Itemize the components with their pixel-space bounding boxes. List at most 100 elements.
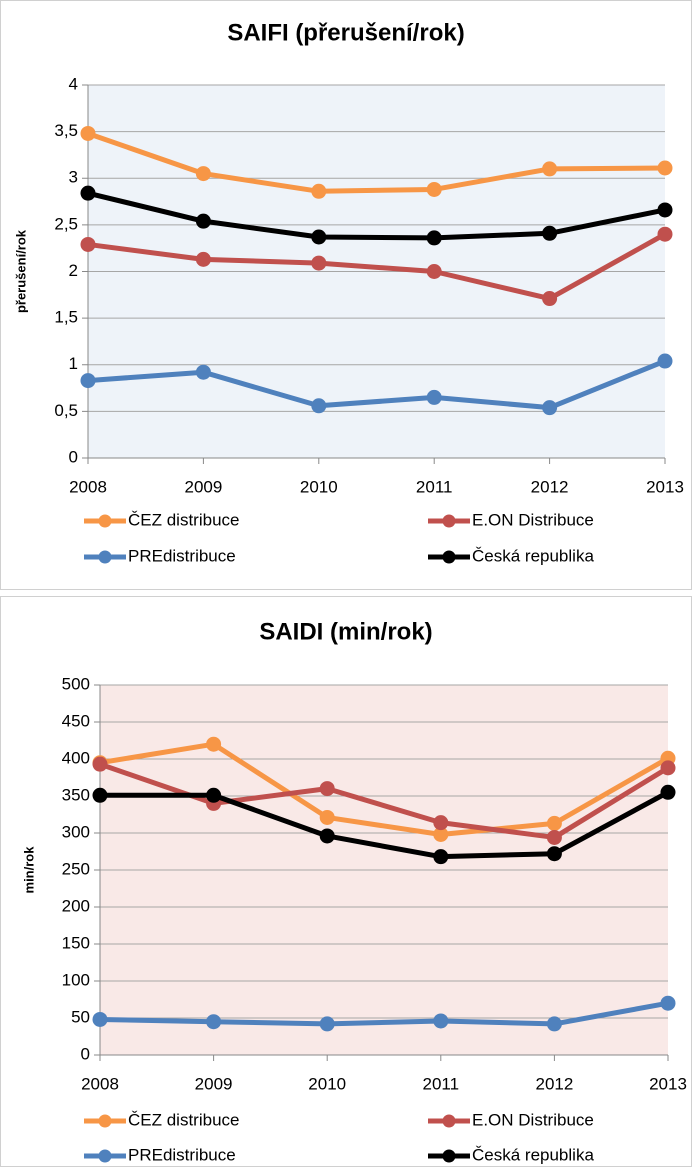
y-tick-label: 3,5 xyxy=(54,121,78,140)
legend-marker xyxy=(442,1114,456,1128)
data-point xyxy=(319,781,335,797)
series-line xyxy=(87,358,666,411)
data-point xyxy=(311,229,327,245)
data-point xyxy=(657,202,673,218)
y-tick-label: 500 xyxy=(62,674,90,693)
legend-label: E.ON Distribuce xyxy=(472,510,594,529)
series-line xyxy=(100,790,670,860)
x-tick-label: 2011 xyxy=(423,1074,460,1093)
data-point xyxy=(426,264,442,279)
y-tick-label: 0 xyxy=(69,447,78,466)
data-point xyxy=(426,181,442,197)
legend-marker xyxy=(442,514,456,528)
data-point xyxy=(542,291,558,307)
y-tick-label: 0 xyxy=(81,1044,90,1063)
x-tick-label: 2010 xyxy=(300,477,338,496)
y-tick-label: 2,5 xyxy=(54,214,78,233)
data-point xyxy=(546,829,562,845)
data-point xyxy=(92,787,108,803)
data-point xyxy=(206,787,222,803)
data-point xyxy=(195,251,211,267)
y-tick-label: 1,5 xyxy=(54,308,78,327)
legend-marker xyxy=(442,550,456,564)
x-tick-label: 2009 xyxy=(184,477,222,496)
y-tick-label: 300 xyxy=(62,822,90,841)
legend-marker xyxy=(98,1114,112,1128)
data-point xyxy=(433,1013,449,1029)
data-point xyxy=(80,373,96,389)
y-tick-label: 400 xyxy=(62,748,90,767)
data-point xyxy=(426,230,442,246)
y-tick-label: 200 xyxy=(62,896,90,915)
x-tick-label: 2013 xyxy=(649,1074,687,1093)
data-point xyxy=(206,736,222,752)
data-point xyxy=(660,760,676,776)
data-point xyxy=(546,1016,562,1032)
data-point xyxy=(542,225,558,241)
x-tick-label: 2008 xyxy=(81,1074,119,1093)
data-point xyxy=(657,160,673,176)
data-point xyxy=(657,226,673,242)
x-tick-label: 2011 xyxy=(416,477,453,496)
data-point xyxy=(319,1016,335,1032)
y-tick-label: 3 xyxy=(69,168,78,187)
data-point xyxy=(546,846,562,862)
chart-title: SAIFI (přerušení/rok) xyxy=(227,19,464,46)
data-point xyxy=(92,756,108,772)
data-point xyxy=(311,398,327,414)
series-line xyxy=(87,131,666,194)
data-point xyxy=(660,784,676,800)
y-tick-label: 350 xyxy=(62,785,90,804)
chart-title: SAIDI (min/rok) xyxy=(259,618,432,645)
data-point xyxy=(195,364,211,380)
data-point xyxy=(80,125,96,141)
data-point xyxy=(542,161,558,177)
legend-label: E.ON Distribuce xyxy=(472,1110,594,1129)
data-point xyxy=(319,828,335,844)
data-point xyxy=(319,809,335,825)
data-point xyxy=(433,849,449,865)
y-tick-label: 2 xyxy=(69,261,78,280)
series-line xyxy=(99,1000,669,1027)
data-point xyxy=(433,815,449,831)
legend-marker xyxy=(98,550,112,564)
legend-marker xyxy=(98,1149,112,1163)
data-point xyxy=(657,353,673,369)
y-axis-label: přerušení/rok xyxy=(13,229,28,313)
x-tick-label: 2012 xyxy=(531,477,569,496)
legend-label: PREdistribuce xyxy=(128,1145,236,1164)
y-axis-label: min/rok xyxy=(21,846,36,894)
x-tick-label: 2012 xyxy=(535,1074,573,1093)
series-line xyxy=(87,232,667,302)
legend-label: PREdistribuce xyxy=(128,546,236,565)
y-tick-label: 150 xyxy=(62,933,90,952)
data-point xyxy=(546,815,562,831)
legend-label: Česká republika xyxy=(472,1145,594,1164)
series-line xyxy=(87,190,666,241)
legend-marker xyxy=(442,1149,456,1163)
legend-marker xyxy=(98,514,112,528)
x-tick-label: 2013 xyxy=(646,477,684,496)
x-tick-label: 2008 xyxy=(69,477,107,496)
data-point xyxy=(426,389,442,405)
legend-label: Česká republika xyxy=(472,546,594,565)
y-tick-label: 4 xyxy=(69,74,78,93)
y-tick-label: 0,5 xyxy=(54,401,78,420)
data-point xyxy=(542,400,558,416)
series-line xyxy=(99,741,670,837)
y-tick-label: 100 xyxy=(62,970,90,989)
legend-label: ČEZ distribuce xyxy=(128,510,239,529)
data-point xyxy=(206,1014,222,1030)
x-tick-label: 2010 xyxy=(308,1074,346,1093)
data-point xyxy=(311,255,327,271)
legend-label: ČEZ distribuce xyxy=(128,1110,239,1129)
data-point xyxy=(80,236,96,252)
data-point xyxy=(80,185,96,201)
y-tick-label: 450 xyxy=(62,711,90,730)
data-point xyxy=(195,166,211,182)
data-point xyxy=(433,826,449,842)
y-tick-label: 1 xyxy=(69,354,78,373)
y-tick-label: 250 xyxy=(62,859,90,878)
y-tick-label: 50 xyxy=(71,1007,90,1026)
